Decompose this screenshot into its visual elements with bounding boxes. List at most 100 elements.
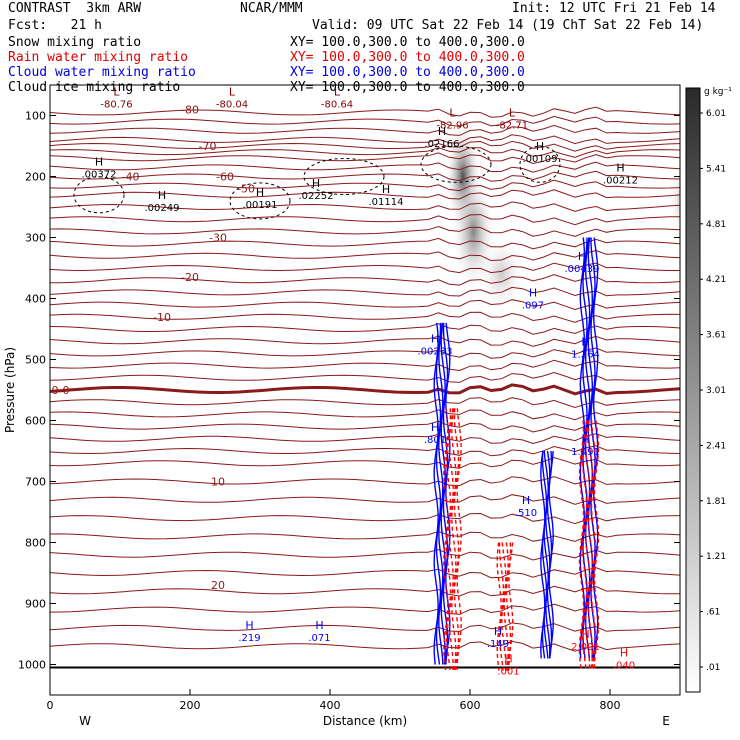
y-axis-label: Pressure (hPa) [3,347,17,433]
extremum-value: .00212 [603,176,638,187]
isotherm-label: -60 [216,171,234,184]
isotherm-line [50,274,680,286]
cloudwater-tower-west [438,322,444,665]
snow-contour [73,176,125,214]
extremum-type: H [581,628,589,641]
cloudwater-tower-west [433,322,439,665]
isotherm-label: -40 [122,171,140,184]
extremum-value: -80.64 [321,99,353,110]
extremum-marker: H.00233 [418,332,453,357]
extremum-marker: H.040 [613,647,635,672]
x-tick-label: 200 [180,699,201,712]
extremum-type: H [536,140,544,153]
colorbar-tick-label: 4.81 [706,220,726,230]
colorbar-tick-label: 6.01 [706,109,726,119]
extremum-value: .02252 [299,191,334,202]
colorbar-tick-label: 5.41 [706,164,726,174]
isotherm-label: -10 [153,311,171,324]
x-tick-label: 0 [47,699,54,712]
extremum-marker: H.149 [487,625,509,650]
isotherm-label: -50 [237,183,255,196]
isotherm-line [50,106,680,118]
snow-contour [420,145,492,183]
snow-contour [303,158,385,195]
extremum-type: H [438,125,446,138]
extremum-marker: H2.001 [571,628,600,653]
extremum-marker: L-80.64 [321,85,353,110]
isotherm-label: -80 [181,103,199,116]
isotherm-line [50,225,680,237]
colorbar-tick-label: .61 [706,608,720,618]
isotherm-line [50,530,680,542]
extremum-type: H [315,619,323,632]
y-tick-label: 800 [25,537,46,550]
extremum-value: .00249 [145,203,180,214]
isotherm-line [50,262,680,274]
y-tick-label: 100 [25,110,46,123]
isotherm-line [50,214,680,226]
model-title: CONTRAST 3km ARW [8,1,142,16]
y-tick-label: 1000 [18,659,46,672]
field-label-snow: Snow mixing ratio [8,35,142,50]
extremum-marker: H.219 [238,619,260,644]
isotherm-line [50,640,680,652]
extremum-value: .801 [424,435,446,446]
valid-time: Valid: 09 UTC Sat 22 Feb 14 (19 ChT Sat … [312,18,704,33]
y-tick-label: 700 [25,476,46,489]
field-label-cloudwater: Cloud water mixing ratio [8,65,196,80]
extremum-value: .097 [522,301,544,312]
colorbar-tick-label: 1.81 [706,497,726,507]
extremum-type: H [494,625,502,638]
x-tick-label: 400 [320,699,341,712]
extremum-marker: H.097 [522,287,544,312]
extremum-value: .071 [308,633,330,644]
extremum-marker: L-82.71 [496,107,528,132]
extremum-type: H [616,162,624,175]
extremum-value: .00439 [565,264,600,275]
isotherm-label: -70 [199,140,217,153]
isotherm-line [50,335,680,347]
isotherm-line [50,179,680,192]
isotherm-line [50,140,680,152]
colorbar-tick-label: 3.01 [706,386,726,396]
snow-shading-tail [477,234,526,315]
isotherm-line [50,420,680,433]
rain-column-west [456,408,462,671]
extremum-value: .00109 [523,154,558,165]
isotherm-line [50,622,680,632]
isotherm-line [50,299,680,311]
x-tick-label: 800 [600,699,621,712]
cloudwater-tower-east [592,237,599,659]
isotherm-line [50,249,680,262]
colorbar-tick-label: 2.41 [706,441,726,451]
extremum-type: H [581,433,589,446]
cloudwater-tower-middle [548,450,554,659]
isotherm-line [50,549,680,561]
east-endpoint-label: E [662,714,670,728]
rain-column-middle [503,542,509,671]
extremum-marker: H.071 [308,619,330,644]
extremum-marker: L-80.76 [100,85,132,110]
extremum-marker: H.00249 [145,189,180,214]
isotherm-line [50,359,680,372]
isotherm-line [50,347,680,359]
extremum-type: L [449,107,456,120]
cloudwater-tower-east [579,237,586,659]
extremum-type: H [95,155,103,168]
extremum-type: H [431,421,439,434]
rain-column-west [453,408,460,671]
extremum-value: .00191 [243,200,278,211]
y-tick-label: 200 [25,171,46,184]
extremum-marker: H.02252 [299,177,334,202]
y-tick-label: 900 [25,598,46,611]
extremum-value: -82.96 [436,121,468,132]
field-xy-cloudwater: XY= 100.0,300.0 to 400.0,300.0 [290,65,525,80]
colorbar-tick-label: 1.21 [706,552,726,562]
extremum-type: H [620,647,628,660]
snow-contour [519,145,561,183]
isotherm-line [50,147,680,158]
rain-column-middle [501,542,507,671]
extremum-marker: H.00372 [82,155,117,180]
isotherm-line [50,323,680,335]
